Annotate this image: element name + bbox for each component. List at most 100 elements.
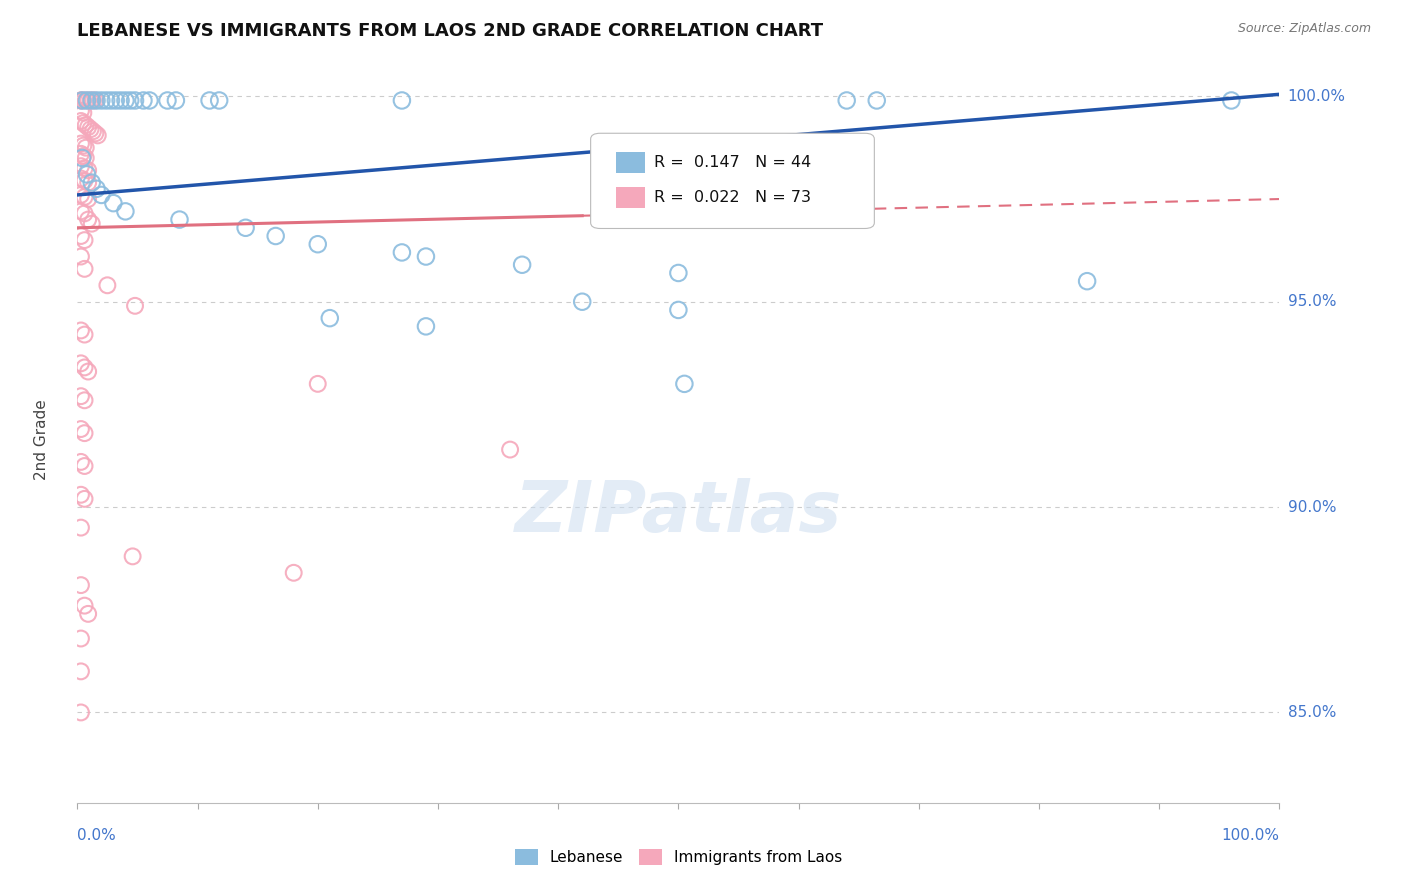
Point bbox=[510, 258, 533, 272]
Text: R =  0.022   N = 73: R = 0.022 N = 73 bbox=[654, 190, 811, 205]
Point bbox=[124, 94, 146, 108]
Point bbox=[70, 323, 93, 337]
Point bbox=[73, 190, 96, 204]
Point bbox=[283, 566, 305, 580]
Point bbox=[208, 94, 231, 108]
Point bbox=[77, 94, 100, 108]
Text: 100.0%: 100.0% bbox=[1222, 828, 1279, 843]
Point bbox=[70, 665, 93, 679]
Point bbox=[73, 426, 96, 441]
Point bbox=[104, 94, 127, 108]
Point bbox=[499, 442, 522, 457]
Point bbox=[391, 245, 413, 260]
Point bbox=[110, 94, 132, 108]
Point bbox=[70, 520, 93, 534]
Text: 0.0%: 0.0% bbox=[77, 828, 117, 843]
Text: 100.0%: 100.0% bbox=[1288, 89, 1346, 103]
Point bbox=[70, 171, 93, 186]
Point bbox=[70, 204, 93, 219]
Point bbox=[673, 376, 696, 391]
Point bbox=[235, 220, 257, 235]
Point bbox=[72, 149, 94, 163]
Point bbox=[169, 212, 191, 227]
Point bbox=[86, 182, 108, 196]
Point bbox=[75, 141, 97, 155]
Point bbox=[114, 94, 136, 108]
Point bbox=[73, 393, 96, 408]
Bar bbox=[616, 153, 645, 172]
Point bbox=[70, 94, 93, 108]
Point bbox=[70, 229, 93, 244]
Point bbox=[96, 94, 118, 108]
FancyBboxPatch shape bbox=[591, 133, 875, 228]
Point bbox=[75, 94, 97, 108]
Point bbox=[73, 491, 96, 506]
Point bbox=[70, 356, 93, 370]
Point bbox=[90, 94, 112, 108]
Point bbox=[319, 311, 342, 326]
Point bbox=[84, 94, 107, 108]
Point bbox=[70, 250, 93, 264]
Point bbox=[165, 94, 187, 108]
Point bbox=[73, 173, 96, 187]
Point bbox=[198, 94, 221, 108]
Text: 85.0%: 85.0% bbox=[1288, 705, 1336, 720]
Point bbox=[70, 422, 93, 436]
Point bbox=[103, 196, 125, 211]
Point bbox=[73, 599, 96, 613]
Point bbox=[73, 261, 96, 276]
Point bbox=[70, 159, 93, 173]
Text: LEBANESE VS IMMIGRANTS FROM LAOS 2ND GRADE CORRELATION CHART: LEBANESE VS IMMIGRANTS FROM LAOS 2ND GRA… bbox=[77, 22, 824, 40]
Point bbox=[79, 122, 101, 136]
Point bbox=[132, 94, 155, 108]
Bar bbox=[616, 187, 645, 208]
Point bbox=[73, 233, 96, 247]
Point bbox=[80, 176, 103, 190]
Point bbox=[1076, 274, 1098, 288]
Point bbox=[87, 128, 110, 143]
Point bbox=[70, 188, 93, 202]
Point bbox=[76, 94, 98, 108]
Point bbox=[72, 116, 94, 130]
Point bbox=[307, 237, 329, 252]
Point bbox=[79, 94, 101, 108]
Point bbox=[114, 204, 136, 219]
Point bbox=[70, 578, 93, 592]
Point bbox=[73, 458, 96, 473]
Text: R =  0.147   N = 44: R = 0.147 N = 44 bbox=[654, 155, 811, 170]
Point bbox=[77, 212, 100, 227]
Point bbox=[80, 217, 103, 231]
Point bbox=[82, 124, 104, 138]
Point bbox=[75, 151, 97, 165]
Point bbox=[72, 94, 94, 108]
Point bbox=[70, 389, 93, 403]
Point bbox=[77, 176, 100, 190]
Point bbox=[77, 120, 100, 135]
Text: ZIPatlas: ZIPatlas bbox=[515, 477, 842, 547]
Point bbox=[571, 294, 593, 309]
Point bbox=[156, 94, 179, 108]
Point bbox=[70, 114, 93, 128]
Point bbox=[70, 632, 93, 646]
Point bbox=[77, 365, 100, 379]
Point bbox=[77, 163, 100, 178]
Point bbox=[70, 136, 93, 151]
Point bbox=[73, 161, 96, 176]
Point bbox=[70, 488, 93, 502]
Point bbox=[72, 105, 94, 120]
Point bbox=[70, 706, 93, 720]
Point bbox=[415, 319, 437, 334]
Point bbox=[70, 455, 93, 469]
Point bbox=[73, 327, 96, 342]
Point bbox=[70, 94, 93, 108]
Point bbox=[77, 192, 100, 206]
Text: Source: ZipAtlas.com: Source: ZipAtlas.com bbox=[1237, 22, 1371, 36]
Point bbox=[75, 118, 97, 132]
Point bbox=[70, 151, 93, 165]
Point bbox=[70, 146, 93, 161]
Point bbox=[70, 103, 93, 118]
Point bbox=[120, 94, 142, 108]
Point bbox=[86, 94, 108, 108]
Point bbox=[1220, 94, 1243, 108]
Text: 90.0%: 90.0% bbox=[1288, 500, 1336, 515]
